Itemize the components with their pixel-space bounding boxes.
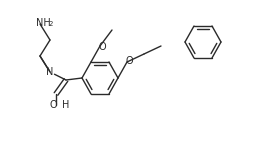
Text: O: O [49,100,57,110]
Text: O: O [125,56,133,66]
Text: H: H [62,100,69,110]
Text: N: N [46,67,54,77]
Text: 2: 2 [49,21,53,27]
Text: O: O [98,42,106,52]
Text: NH: NH [36,18,51,28]
